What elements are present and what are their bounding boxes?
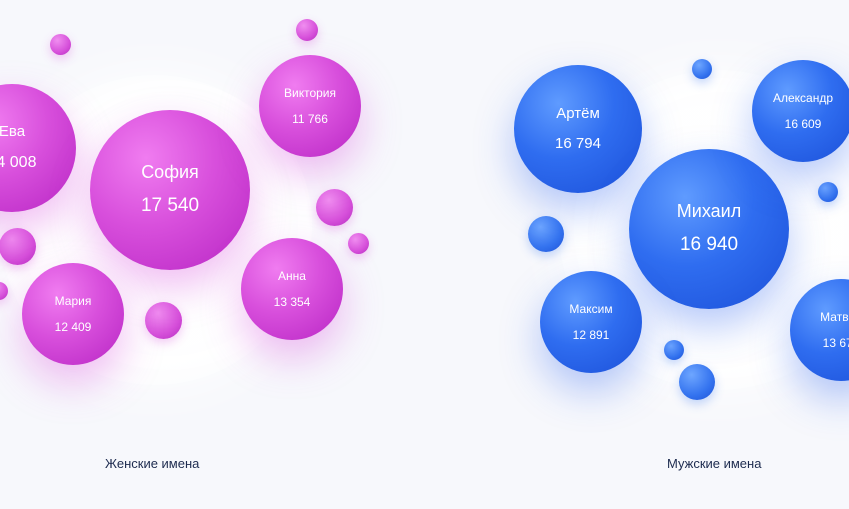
bubble-value: 14 008 <box>0 154 37 172</box>
decor-dot <box>692 59 712 79</box>
decor-dot <box>296 19 318 41</box>
bubble-value: 16 940 <box>679 234 739 256</box>
bubble-aleksandr: Александр 16 609 <box>752 60 849 162</box>
bubble-name: Матвей <box>820 309 849 324</box>
decor-dot <box>316 189 353 226</box>
bubble-maria: Мария 12 409 <box>22 263 124 365</box>
decor-dot <box>664 340 684 360</box>
bubble-name: Ева <box>0 123 26 141</box>
bubble-name: Виктория <box>283 85 336 100</box>
bubble-name: Анна <box>278 268 306 283</box>
bubble-value: 13 670 <box>822 336 849 350</box>
female-names-panel: Ева 14 008 София 17 540 Виктория 11 766 … <box>0 0 424 509</box>
bubble-value: 13 354 <box>273 295 311 309</box>
bubble-value: 11 766 <box>292 112 328 126</box>
decor-dot <box>50 34 71 55</box>
bubble-name: Михаил <box>676 200 742 221</box>
bubble-name: Мария <box>54 293 92 308</box>
female-names-caption: Женские имена <box>105 456 200 471</box>
decor-dot <box>348 233 369 254</box>
bubble-value: 12 891 <box>572 328 610 342</box>
decor-dot <box>145 302 182 339</box>
bubble-name: Артём <box>556 105 600 122</box>
bubble-artem: Артём 16 794 <box>514 65 642 193</box>
decor-dot <box>0 228 36 265</box>
decor-dot <box>528 216 564 252</box>
bubble-value: 17 540 <box>140 195 200 217</box>
bubble-value: 16 794 <box>555 135 601 152</box>
bubble-maksim: Максим 12 891 <box>540 271 642 373</box>
bubble-name: Максим <box>569 301 613 316</box>
decor-dot <box>679 364 715 400</box>
male-names-caption: Мужские имена <box>667 456 762 471</box>
bubble-name: Александр <box>772 90 834 105</box>
decor-dot <box>0 282 8 300</box>
male-names-panel: Артём 16 794 Михаил 16 940 Александр 16 … <box>424 0 849 509</box>
bubble-mikhail: Михаил 16 940 <box>629 149 789 309</box>
bubble-viktoria: Виктория 11 766 <box>259 55 361 157</box>
bubble-anna: Анна 13 354 <box>241 238 343 340</box>
bubble-sofia: София 17 540 <box>90 110 250 270</box>
decor-dot <box>818 182 838 202</box>
bubble-value: 16 609 <box>784 117 822 131</box>
bubble-value: 12 409 <box>54 320 92 334</box>
bubble-name: София <box>141 161 199 182</box>
